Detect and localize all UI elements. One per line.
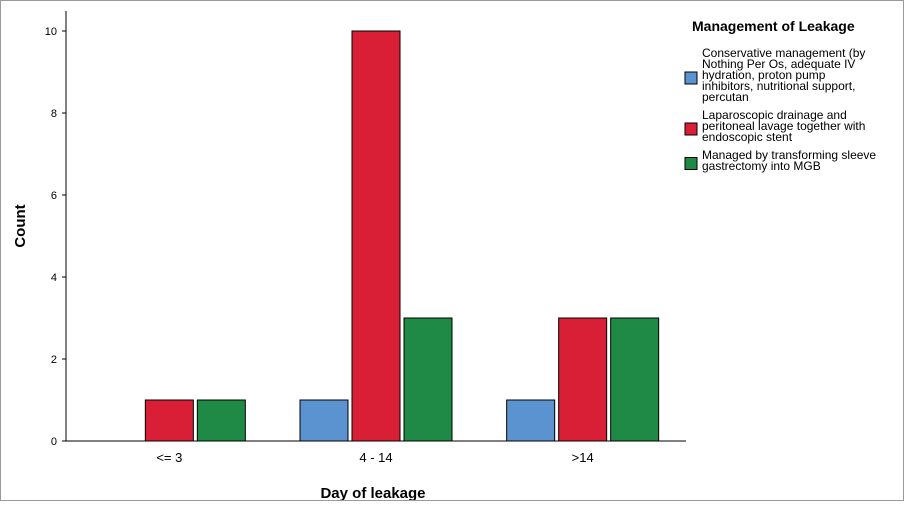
legend-label-line: Laparoscopic drainage and	[702, 108, 847, 122]
bar-2-1	[144, 399, 194, 442]
legend-label-line: Nothing Per Os, adequate IV	[702, 57, 855, 71]
legend-label-line: hydration, proton pump	[702, 68, 826, 82]
legend-label-line: endoscopic stent	[702, 130, 793, 144]
bar-1-2	[299, 399, 349, 442]
y-tick-label: 4	[51, 272, 57, 284]
bar-3-3	[610, 317, 660, 442]
x-ticks: <= 3 4 - 14 >14	[156, 450, 593, 465]
bar-2-3	[558, 317, 608, 442]
bar-3-2	[403, 317, 453, 442]
y-axis-title: Count	[12, 204, 29, 247]
legend-label-line: Conservative management (by	[702, 46, 865, 60]
bars	[144, 30, 660, 442]
legend-label-line: peritoneal lavage together with	[702, 119, 865, 133]
y-tick-label: 6	[51, 190, 57, 202]
legend-swatch-1	[684, 71, 698, 85]
legend-label-line: Managed by transforming sleeve	[702, 148, 876, 162]
y-tick-label: 0	[51, 436, 57, 448]
legend-label-line: percutan	[702, 90, 749, 104]
x-tick-label: 4 - 14	[359, 450, 392, 465]
legend-label-line: gastrectomy into MGB	[702, 159, 821, 173]
x-tick-label: <= 3	[156, 450, 182, 465]
legend-label-line: inhibitors, nutritional support,	[702, 79, 855, 93]
y-tick-label: 10	[45, 26, 57, 38]
legend-swatch-2	[684, 122, 698, 136]
legend: Management of Leakage Conservative manag…	[684, 18, 876, 173]
legend-swatch-3	[684, 157, 698, 170]
y-tick-label: 8	[51, 108, 57, 120]
bar-1-3	[506, 399, 556, 442]
x-axis-title: Day of leakage	[320, 485, 425, 500]
y-tick-label: 2	[51, 354, 57, 366]
y-ticks: 0 2 4 6 8 10	[45, 26, 66, 448]
bar-3-1	[196, 399, 246, 442]
bar-2-2	[351, 30, 401, 442]
legend-title: Management of Leakage	[692, 18, 855, 34]
x-tick-label: >14	[572, 450, 594, 465]
